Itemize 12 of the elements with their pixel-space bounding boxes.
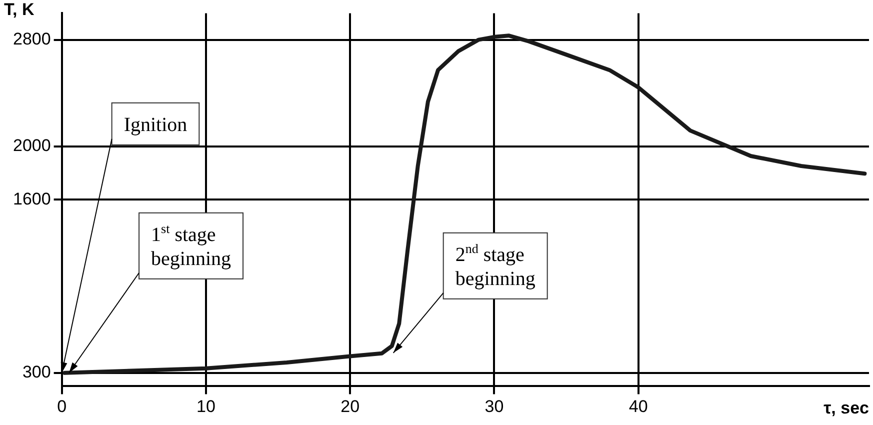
x-tick-label: 0	[57, 397, 67, 416]
x-axis-title: τ, sec	[824, 398, 869, 418]
x-tick-label: 10	[196, 397, 216, 416]
x-tick-label: 30	[484, 397, 504, 416]
annotation: Ignition	[124, 114, 188, 136]
y-tick-label: 2800	[12, 30, 51, 49]
y-tick-label: 300	[22, 362, 51, 382]
y-axis-title: T, K	[4, 0, 35, 20]
x-tick-label: 40	[628, 397, 648, 416]
y-tick-label: 1600	[12, 189, 51, 208]
x-tick-label: 20	[340, 397, 360, 416]
y-tick-label: 2000	[12, 136, 51, 156]
